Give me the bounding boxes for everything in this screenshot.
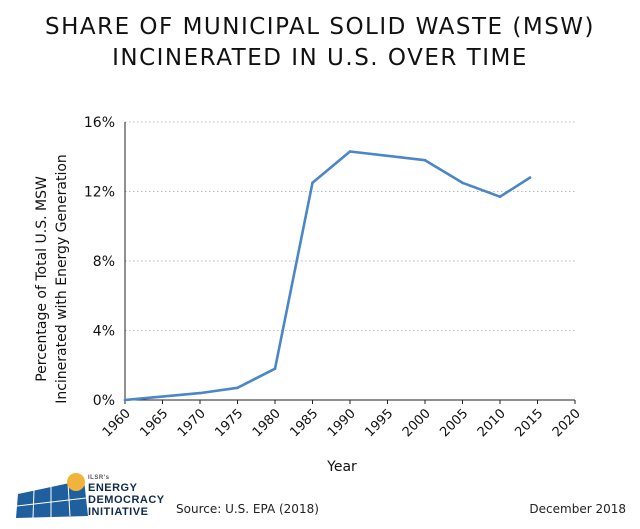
x-tick-label: 1960 (100, 406, 134, 440)
data-point (498, 195, 502, 199)
x-tick-label: 1975 (212, 406, 246, 440)
data-point (423, 158, 427, 162)
data-point (311, 181, 314, 185)
y-axis-title-line-2: Incinerated with Energy Generation (54, 154, 70, 404)
data-point (348, 150, 352, 153)
x-tick-label: 1990 (325, 406, 359, 440)
x-tick-label: 1985 (287, 406, 321, 440)
x-tick-label: 1980 (250, 406, 284, 440)
sun-icon (67, 473, 85, 491)
date-note: December 2018 (529, 502, 626, 516)
x-tick-label: 1970 (175, 406, 209, 440)
y-tick-label: 8% (93, 254, 115, 270)
data-point (273, 367, 277, 371)
logo-line-2: DEMOCRACY (88, 494, 165, 506)
logo-line-3: INITIATIVE (88, 506, 149, 518)
logo-line-1: ENERGY (88, 482, 138, 494)
chart-title-line-2: INCINERATED IN U.S. OVER TIME (112, 45, 528, 71)
data-point (461, 181, 464, 185)
x-axis-title: Year (326, 459, 357, 475)
x-tick-label: 2005 (437, 406, 471, 440)
data-point (198, 391, 202, 395)
data-point (123, 398, 127, 402)
x-tick-label: 2020 (550, 406, 584, 440)
chart-title-line-1: SHARE OF MUNICIPAL SOLID WASTE (MSW) (44, 14, 596, 40)
source-note: Source: U.S. EPA (2018) (176, 502, 319, 516)
chart-title: SHARE OF MUNICIPAL SOLID WASTE (MSW) INC… (0, 12, 640, 74)
y-tick-label: 0% (93, 393, 115, 409)
x-tick-label: 2015 (512, 406, 546, 440)
data-point (528, 176, 532, 179)
x-tick-label: 2000 (400, 406, 434, 440)
x-tick-label: 1965 (137, 406, 171, 440)
logo-text: ILSR's ENERGY DEMOCRACY INITIATIVE (88, 475, 165, 518)
y-axis-title-line-1: Percentage of Total U.S. MSW (34, 176, 50, 382)
solar-panel-icon (16, 480, 88, 519)
energy-democracy-logo (16, 473, 88, 519)
y-tick-label: 4% (93, 324, 115, 340)
x-tick-label: 1995 (362, 406, 396, 440)
y-tick-label: 16% (84, 115, 115, 131)
data-point (236, 386, 239, 390)
y-tick-label: 12% (84, 185, 115, 201)
logo-small-text: ILSR's (88, 475, 110, 481)
series-line-0 (123, 150, 532, 402)
x-tick-label: 2010 (475, 406, 509, 440)
